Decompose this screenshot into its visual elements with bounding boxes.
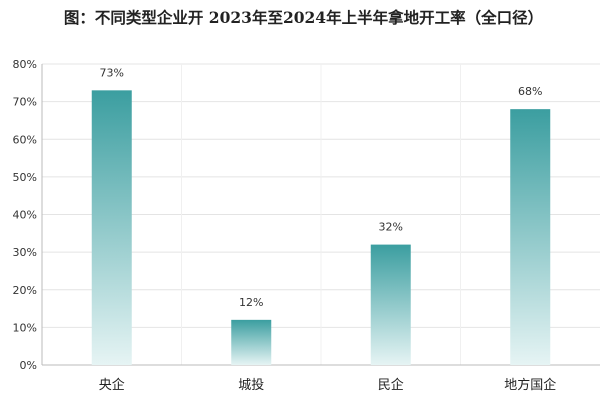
chart-title: 图：不同类型企业开 2023年至2024年上半年拿地开工率（全口径）: [63, 8, 544, 27]
y-tick-label: 50%: [13, 171, 37, 184]
bars: [91, 90, 551, 366]
bar: [370, 244, 411, 365]
x-tick-label: 地方国企: [504, 377, 556, 393]
grid-lines: [42, 63, 600, 365]
y-tick-label: 30%: [13, 246, 37, 259]
data-label: 12%: [239, 296, 263, 309]
y-tick-label: 20%: [13, 284, 37, 297]
bar: [510, 109, 551, 366]
labels: 0% 10% 20% 30% 40% 50% 60% 70% 80% 73% 央企 12% 城投 32% 民…: [13, 58, 557, 393]
x-tick-label: 央企: [99, 377, 125, 393]
y-tick-label: 80%: [13, 58, 37, 71]
y-tick-label: 0%: [20, 359, 37, 372]
y-tick-label: 40%: [13, 209, 37, 222]
x-tick-label: 民企: [378, 377, 404, 393]
axes: [41, 64, 600, 366]
bar: [231, 319, 272, 365]
y-tick-label: 60%: [13, 133, 37, 146]
y-tick-label: 10%: [13, 321, 37, 334]
data-label: 32%: [379, 221, 403, 234]
bar: [91, 90, 132, 366]
data-label: 73%: [100, 66, 124, 79]
y-tick-label: 70%: [13, 96, 37, 109]
x-tick-label: 城投: [238, 377, 264, 393]
data-label: 68%: [518, 85, 542, 98]
